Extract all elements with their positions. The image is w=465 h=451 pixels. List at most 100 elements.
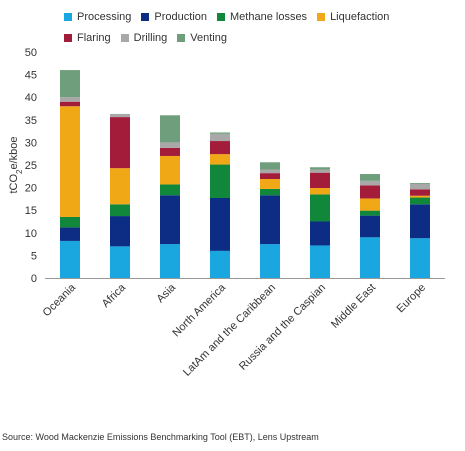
- legend-label-processing: Processing: [77, 11, 132, 23]
- bar-segment-liquefaction: [160, 155, 180, 185]
- bar-segment-liquefaction: [210, 154, 230, 165]
- bar-segment-processing: [110, 246, 130, 278]
- legend-item-drilling: Drilling: [120, 32, 168, 44]
- bar-segment-production: [410, 204, 430, 239]
- bar-segment-methane-losses: [260, 188, 280, 196]
- legend-label-methane-losses: Methane losses: [230, 11, 308, 23]
- bar-segment-liquefaction: [60, 106, 80, 217]
- bar-segment-processing: [160, 244, 180, 278]
- bar-segment-drilling: [410, 183, 430, 190]
- bar-segment-drilling: [160, 142, 180, 148]
- x-tick-label: Middle East: [329, 282, 378, 331]
- bar-segment-production: [360, 215, 380, 238]
- x-tick-label: Europe: [395, 282, 429, 316]
- bar-segment-drilling: [60, 97, 80, 102]
- bar-segment-drilling: [310, 169, 330, 173]
- bar-segment-processing: [310, 245, 330, 278]
- y-tick-label: 45: [25, 70, 37, 82]
- bar-segment-flaring: [260, 173, 280, 180]
- bar-segment-methane-losses: [110, 204, 130, 217]
- bar-segment-liquefaction: [310, 188, 330, 195]
- x-tick-label: Russia and the Caspian: [237, 282, 328, 373]
- legend-row-1: Processing Production Methane losses Liq…: [64, 11, 399, 23]
- legend-item-venting: Venting: [177, 32, 227, 44]
- legend-label-drilling: Drilling: [133, 32, 168, 44]
- legend-swatch-drilling: [120, 34, 129, 42]
- legend-item-liquefaction: Liquefaction: [317, 11, 389, 23]
- y-tick-label: 10: [25, 228, 37, 240]
- bar-segment-flaring: [110, 117, 130, 169]
- y-tick-label: 15: [25, 205, 37, 217]
- bar-segment-venting: [410, 183, 430, 184]
- legend-swatch-flaring: [64, 34, 72, 42]
- y-tick-label: 40: [25, 92, 37, 104]
- legend-swatch-venting: [177, 34, 186, 42]
- bar-segment-production: [60, 227, 80, 241]
- legend-swatch-production: [141, 13, 150, 21]
- bar-segment-production: [210, 197, 230, 251]
- bar-segment-venting: [310, 167, 330, 170]
- bar-segment-venting: [210, 132, 230, 134]
- legend-item-flaring: Flaring: [64, 32, 111, 44]
- bar-segment-venting: [160, 115, 180, 143]
- legend-item-methane-losses: Methane losses: [217, 11, 307, 23]
- bar-segment-methane-losses: [310, 194, 330, 222]
- bar-segment-drilling: [210, 133, 230, 142]
- y-tick-label: 50: [25, 47, 37, 59]
- y-tick-label: 5: [31, 250, 37, 262]
- bar-segment-venting: [360, 174, 380, 181]
- y-tick-label: 35: [25, 115, 37, 127]
- legend-label-production: Production: [154, 11, 208, 23]
- bar-segment-processing: [360, 237, 380, 278]
- bar-segment-flaring: [310, 172, 330, 189]
- y-tick-label: 0: [31, 273, 37, 285]
- x-tick-label: LatAm and the Caribbean: [181, 282, 278, 379]
- plot-area: 0 5 10 15 20 25 30 35 40 45 50 tCO2e/kboe Oceania Afr…: [8, 47, 445, 379]
- bar-segment-methane-losses: [360, 210, 380, 216]
- bar-segment-flaring: [360, 185, 380, 199]
- y-tick-label: 25: [25, 160, 37, 172]
- legend-swatch-methane-losses: [217, 13, 226, 21]
- bar-segment-production: [260, 195, 280, 245]
- legend-label-flaring: Flaring: [77, 32, 111, 44]
- y-tick-label: 30: [25, 137, 37, 149]
- bar-segment-processing: [60, 240, 80, 278]
- bar-segment-venting: [60, 70, 80, 98]
- bar-segment-methane-losses: [210, 164, 230, 198]
- bar-segment-methane-losses: [410, 197, 430, 205]
- bar-segment-production: [310, 221, 330, 246]
- legend-item-processing: Processing: [64, 11, 131, 23]
- bar-segment-production: [160, 195, 180, 245]
- bar-segment-liquefaction: [360, 198, 380, 211]
- legend-label-liquefaction: Liquefaction: [330, 11, 390, 23]
- bar-segment-processing: [210, 250, 230, 278]
- bar-segment-drilling: [260, 169, 280, 174]
- legend-item-production: Production: [141, 11, 207, 23]
- legend-swatch-liquefaction: [317, 13, 326, 21]
- x-tick-label: Asia: [154, 281, 178, 305]
- bar-segment-flaring: [210, 141, 230, 155]
- bar-segment-production: [110, 216, 130, 247]
- source-note: Source: Wood Mackenzie Emissions Benchma…: [2, 432, 319, 442]
- bar-segment-methane-losses: [60, 216, 80, 228]
- legend-label-venting: Venting: [190, 32, 227, 44]
- bar-segment-drilling: [360, 180, 380, 186]
- x-tick-label: Oceania: [41, 281, 79, 319]
- y-axis-title: tCO2e/kboe: [8, 136, 24, 193]
- bar-segment-liquefaction: [110, 168, 130, 205]
- bar-segment-flaring: [160, 147, 180, 156]
- x-tick-label: Africa: [100, 281, 129, 310]
- bar-segment-flaring: [410, 189, 430, 196]
- bar-segment-liquefaction: [260, 179, 280, 189]
- bar-segment-drilling: [110, 113, 130, 118]
- bar-segment-venting: [260, 162, 280, 170]
- bar-segment-processing: [410, 238, 430, 278]
- y-tick-label: 20: [25, 183, 37, 195]
- bar-segment-methane-losses: [160, 184, 180, 196]
- bar-segment-liquefaction: [410, 195, 430, 198]
- bar-segment-processing: [260, 244, 280, 278]
- bar-segment-flaring: [60, 101, 80, 107]
- legend-swatch-processing: [64, 13, 72, 21]
- legend-row-2: Flaring Drilling Venting: [64, 32, 237, 44]
